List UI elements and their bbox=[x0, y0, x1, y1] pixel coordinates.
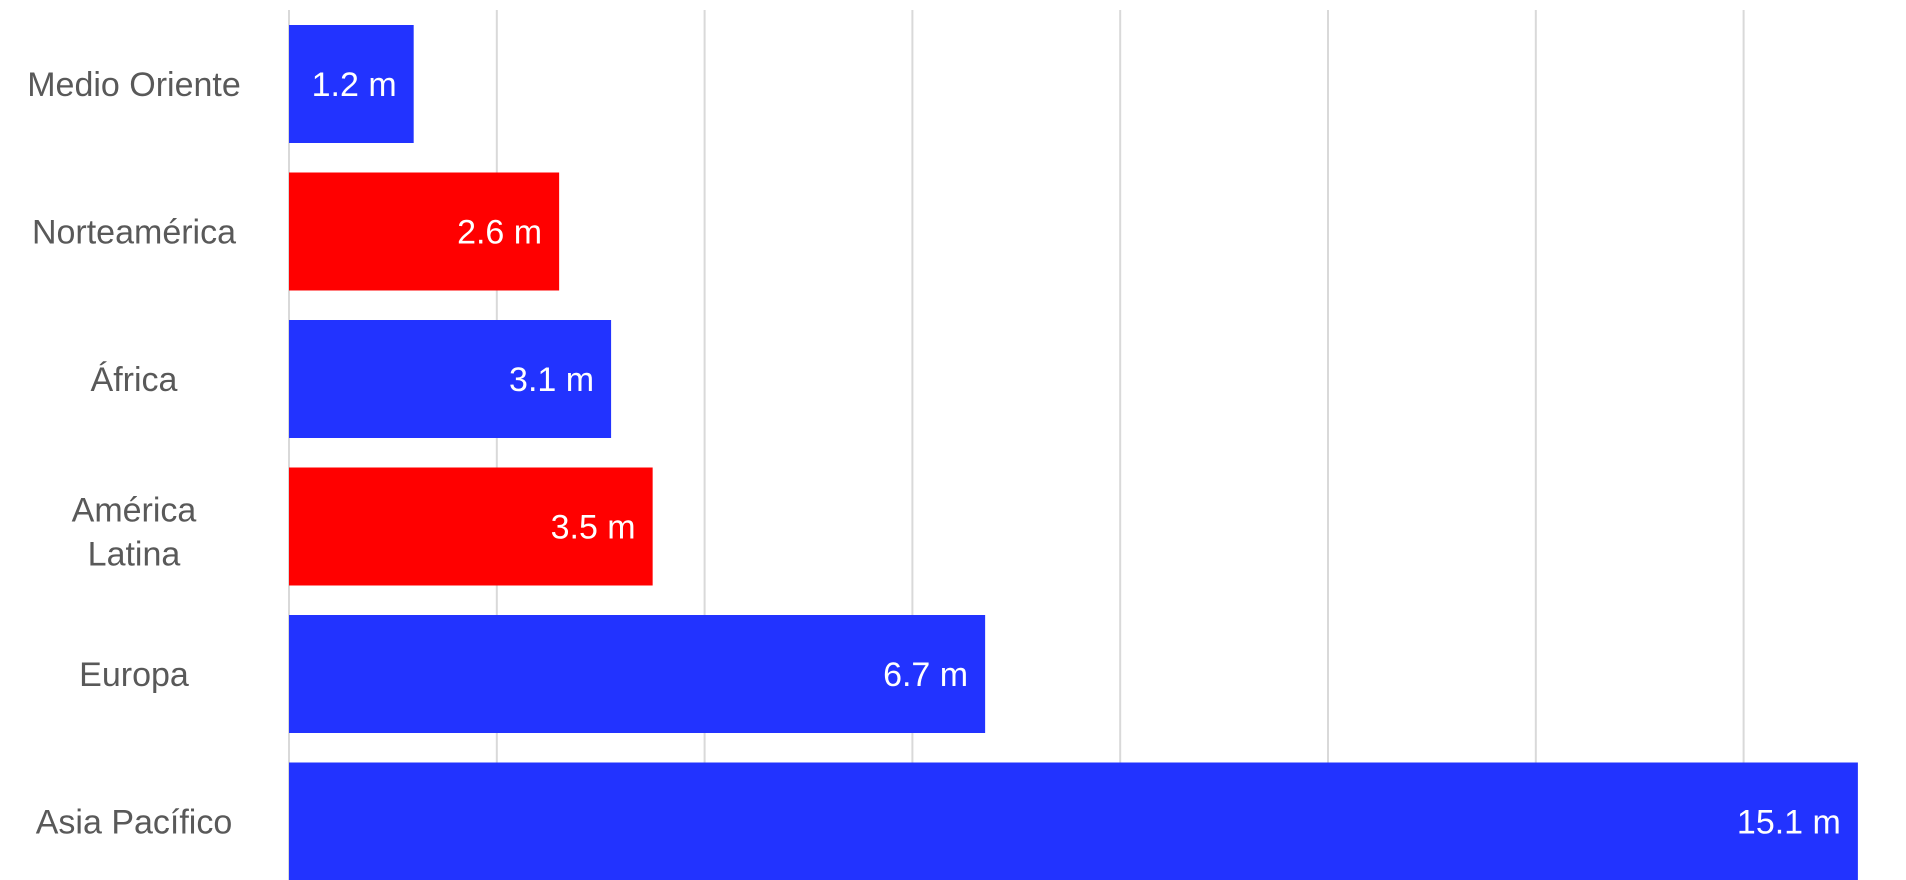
bar bbox=[289, 615, 986, 733]
category-label: Norteamérica bbox=[32, 213, 236, 251]
category-labels: Medio Oriente Norteamérica África América La… bbox=[27, 66, 241, 842]
data-labels: 1.2 m 2.6 m 3.1 m 3.5 m 6.7 m 15.1 m bbox=[312, 66, 1841, 842]
data-label: 6.7 m bbox=[883, 656, 968, 694]
category-label: América Latina bbox=[72, 491, 197, 573]
bar bbox=[289, 467, 653, 586]
bar bbox=[289, 172, 560, 291]
bar bbox=[289, 25, 414, 143]
data-label: 15.1 m bbox=[1737, 803, 1841, 841]
category-label: Asia Pacífico bbox=[36, 803, 233, 841]
category-label: Medio Oriente bbox=[27, 66, 241, 104]
bar bbox=[289, 762, 1858, 880]
category-label: Europa bbox=[79, 656, 189, 694]
data-label: 3.1 m bbox=[509, 361, 594, 399]
data-label: 2.6 m bbox=[457, 213, 542, 251]
bars bbox=[289, 25, 1858, 880]
data-label: 3.5 m bbox=[551, 508, 636, 546]
gridlines bbox=[288, 10, 1745, 880]
category-label: África bbox=[91, 361, 178, 399]
data-label: 1.2 m bbox=[312, 66, 397, 104]
bar bbox=[289, 320, 612, 438]
